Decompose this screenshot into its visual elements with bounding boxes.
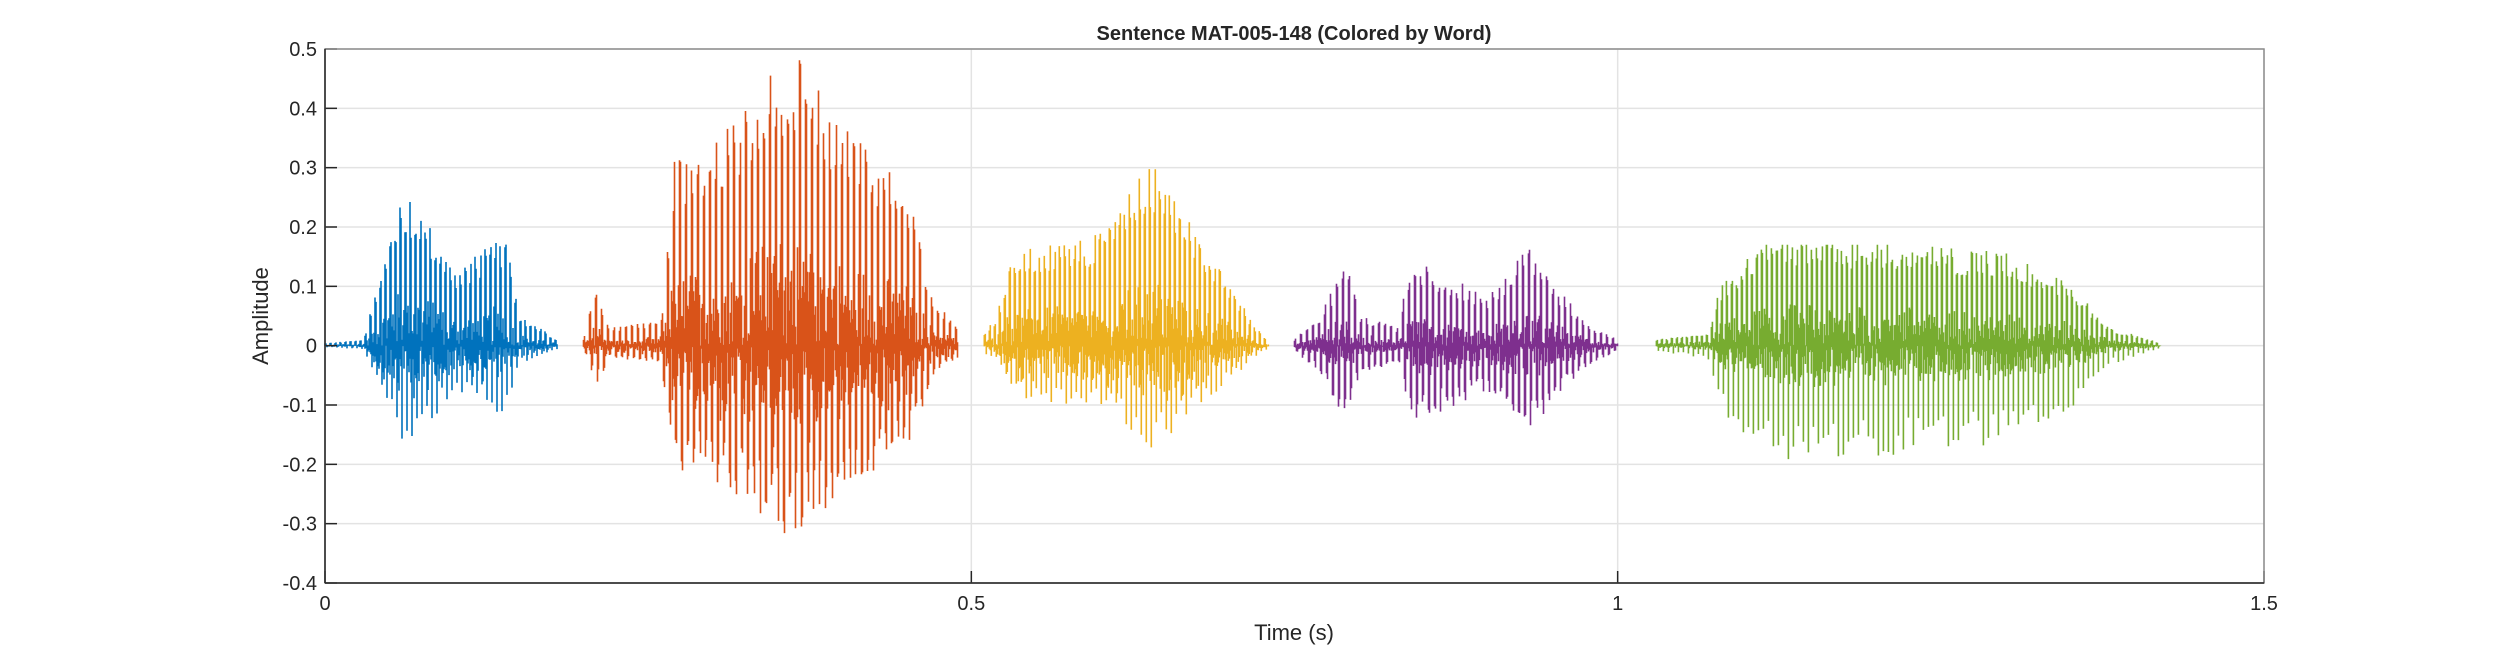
waveform-word-2 <box>582 60 959 534</box>
waveform-series <box>324 60 2162 534</box>
waveform-word-4 <box>1293 249 1619 426</box>
y-tick-label: 0.2 <box>289 217 317 239</box>
x-axis-label: Time (s) <box>1254 620 1334 645</box>
waveform-word-3 <box>983 169 1270 448</box>
y-tick-label: 0.3 <box>289 158 317 180</box>
axes: -0.4 -0.3 -0.2 -0.1 0 0.1 0.2 0.3 0.4 0.5 0 0.5 1 1.5 <box>283 39 2278 615</box>
x-tick-label: 0.5 <box>957 593 985 615</box>
y-tick-label: -0.1 <box>283 395 317 417</box>
y-tick-label: 0.1 <box>289 276 317 298</box>
x-tick-label: 1.5 <box>2250 593 2278 615</box>
x-tick-label: 0 <box>319 593 330 615</box>
y-tick-label: 0.5 <box>289 39 317 61</box>
y-tick-label: -0.4 <box>283 573 317 595</box>
x-tick-label: 1 <box>1612 593 1623 615</box>
y-tick-label: 0.4 <box>289 98 317 120</box>
waveform-word-5 <box>1655 244 2162 460</box>
y-tick-label: 0 <box>306 336 317 358</box>
chart-title: Sentence MAT-005-148 (Colored by Word) <box>1097 23 1492 45</box>
y-tick-label: -0.3 <box>283 514 317 536</box>
y-axis-label: Amplitude <box>248 267 273 365</box>
y-tick-label: -0.2 <box>283 454 317 476</box>
